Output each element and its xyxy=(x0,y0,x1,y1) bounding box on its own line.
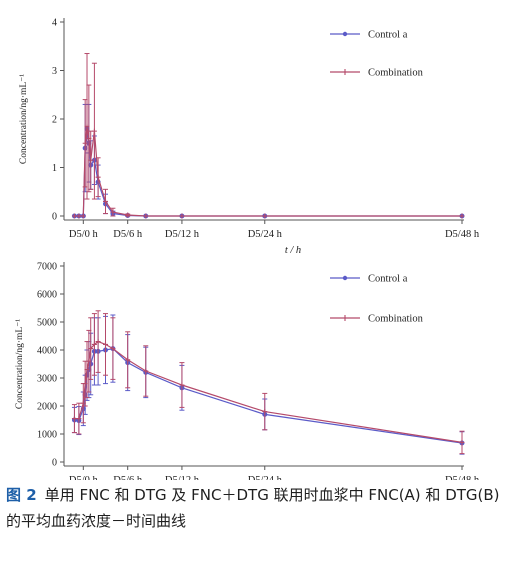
legend-label: Combination xyxy=(368,68,424,79)
y-tick-label: 2000 xyxy=(37,402,57,413)
y-tick-label: 7000 xyxy=(37,262,57,273)
legend-item-control: Control a xyxy=(330,30,408,41)
data-point xyxy=(179,213,185,219)
figure-caption-label: 图 2 xyxy=(6,486,37,504)
data-point xyxy=(86,135,92,141)
y-tick-label: 1 xyxy=(52,163,57,174)
y-tick-label: 0 xyxy=(52,212,57,223)
data-point xyxy=(262,409,268,415)
x-tick-label: D5/0 h xyxy=(69,229,99,240)
x-tick-label: D5/6 h xyxy=(113,475,143,480)
data-point xyxy=(80,400,86,406)
data-point xyxy=(88,157,94,163)
x-tick-label: D5/48 h xyxy=(445,229,480,240)
y-tick-label: 4 xyxy=(52,18,57,29)
figure-caption: 图 2 单用 FNC 和 DTG 及 FNC＋DTG 联用时血浆中 FNC(A) … xyxy=(6,482,502,534)
series-line xyxy=(74,126,462,217)
data-point xyxy=(95,174,101,180)
data-point xyxy=(143,368,149,374)
y-tick-label: 5000 xyxy=(37,318,57,329)
series-combination xyxy=(71,310,465,455)
data-point xyxy=(88,346,94,352)
y-axis-label: Concentration/ng·mL⁻¹ xyxy=(19,74,29,164)
data-point xyxy=(143,213,149,219)
series-control xyxy=(71,103,465,219)
y-tick-label: 4000 xyxy=(37,346,57,357)
data-point xyxy=(179,382,185,388)
data-point xyxy=(76,213,82,219)
data-point xyxy=(125,357,131,363)
legend-item-combination: Combination xyxy=(330,314,424,325)
data-point xyxy=(91,128,97,134)
y-tick-label: 3000 xyxy=(37,374,57,385)
legend-item-combination: Combination xyxy=(330,68,424,79)
legend-marker xyxy=(342,69,348,75)
y-tick-label: 2 xyxy=(52,115,57,126)
legend-label: Control a xyxy=(368,274,408,285)
x-tick-label: D5/24 h xyxy=(248,229,283,240)
x-tick-label: D5/12 h xyxy=(165,475,200,480)
chart-b-dtg: 0 1000 2000 3000 4000 5000 6000 7000 D5/0 h D5/6 … xyxy=(15,262,480,481)
legend-marker xyxy=(342,31,348,37)
data-point xyxy=(459,213,465,219)
series-combination xyxy=(71,53,465,219)
data-point xyxy=(110,209,116,215)
y-axis-label: Concentration/ng·mL⁻¹ xyxy=(15,319,25,409)
data-point xyxy=(84,367,90,373)
data-point xyxy=(82,140,88,146)
data-point xyxy=(91,341,97,347)
data-point xyxy=(71,213,77,219)
data-point xyxy=(86,358,92,364)
x-tick-label: D5/6 h xyxy=(113,229,143,240)
x-tick-label: D5/48 h xyxy=(445,475,480,480)
data-point xyxy=(82,381,88,387)
x-axis-label: t / h xyxy=(285,245,301,256)
data-point xyxy=(103,341,109,347)
x-tick-label: D5/12 h xyxy=(165,229,200,240)
x-tick-label: D5/24 h xyxy=(248,475,283,480)
y-tick-label: 6000 xyxy=(37,290,57,301)
y-tick-label: 1000 xyxy=(37,430,57,441)
figure-caption-text: 单用 FNC 和 DTG 及 FNC＋DTG 联用时血浆中 FNC(A) 和 D… xyxy=(6,486,500,530)
data-point xyxy=(125,212,131,218)
data-point xyxy=(95,339,101,345)
legend-label: Control a xyxy=(368,30,408,41)
data-point xyxy=(103,198,109,204)
data-point xyxy=(459,439,465,445)
y-tick-label: 3 xyxy=(52,66,57,77)
chart-a-fnc: 0 1 2 3 4 D5/0 h D5/6 h D5/12 h D5/24 h D5/48 h t … xyxy=(19,18,480,257)
x-tick-label: D5/0 h xyxy=(69,475,99,480)
series-line xyxy=(74,340,463,443)
legend-marker xyxy=(342,315,348,321)
data-point xyxy=(262,213,268,219)
data-point xyxy=(80,213,86,219)
data-point xyxy=(110,346,116,352)
figure-canvas: 0 1 2 3 4 D5/0 h D5/6 h D5/12 h D5/24 h D5/48 h t … xyxy=(15,18,480,481)
series-line xyxy=(74,128,462,217)
legend-item-control: Control a xyxy=(330,274,408,285)
legend-marker xyxy=(342,275,348,281)
data-point xyxy=(76,416,82,422)
data-point xyxy=(84,123,90,129)
data-point xyxy=(71,416,77,422)
legend-label: Combination xyxy=(368,314,424,325)
y-tick-label: 0 xyxy=(52,458,57,469)
